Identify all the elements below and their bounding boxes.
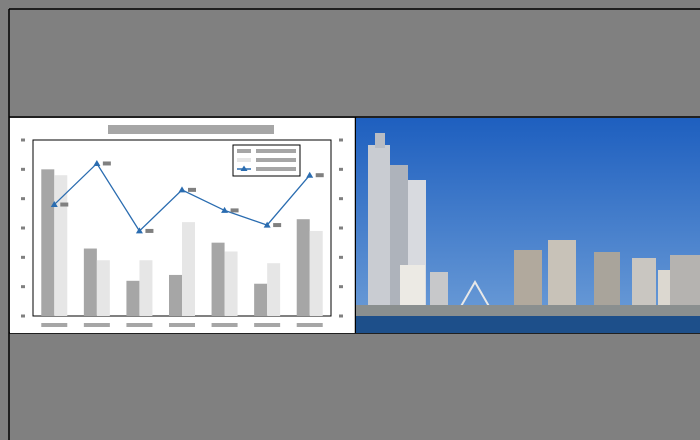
value-label-placeholder: [145, 228, 154, 233]
marker: [263, 221, 271, 228]
bar: [211, 242, 225, 316]
x-label-placeholder: [254, 323, 281, 327]
x-label-placeholder: [296, 323, 323, 327]
bar: [96, 260, 110, 316]
bar: [83, 248, 97, 316]
value-label-placeholder: [102, 161, 111, 166]
y-tick: [21, 285, 25, 289]
bar: [41, 169, 55, 316]
city-photo: [356, 118, 700, 333]
bar: [309, 230, 323, 316]
value-label-placeholder: [188, 187, 196, 192]
legend: [232, 144, 301, 177]
marker: [135, 227, 143, 234]
bar: [267, 263, 281, 316]
y2-tick: [339, 197, 343, 201]
bar: [126, 280, 140, 316]
bar: [296, 219, 310, 316]
y2-tick: [339, 138, 343, 142]
y2-tick: [339, 226, 343, 230]
y-tick: [21, 167, 25, 171]
title-placeholder: [108, 125, 274, 134]
y2-tick: [339, 167, 343, 171]
x-label-placeholder: [211, 323, 238, 327]
bar: [139, 260, 153, 316]
value-label-placeholder: [273, 223, 282, 228]
marker: [178, 186, 186, 193]
y-tick: [21, 255, 25, 259]
marker: [221, 206, 229, 213]
y-tick: [21, 197, 25, 201]
x-label-placeholder: [41, 323, 68, 327]
value-label-placeholder: [230, 208, 239, 213]
y2-tick: [339, 255, 343, 259]
value-label-placeholder: [60, 202, 69, 207]
y-tick: [21, 138, 25, 142]
y-tick: [21, 226, 25, 230]
x-label-placeholder: [169, 323, 195, 327]
bar: [54, 175, 68, 316]
y2-tick: [339, 285, 343, 289]
x-label-placeholder: [126, 323, 153, 327]
bar: [169, 274, 182, 316]
marker: [93, 159, 101, 166]
x-label-placeholder: [83, 323, 110, 327]
marker: [306, 171, 314, 178]
value-label-placeholder: [315, 173, 324, 178]
y2-tick: [339, 314, 343, 318]
bar: [254, 283, 268, 316]
marker: [50, 201, 58, 208]
bar: [224, 251, 238, 316]
y-tick: [21, 314, 25, 318]
bar: [182, 222, 195, 316]
